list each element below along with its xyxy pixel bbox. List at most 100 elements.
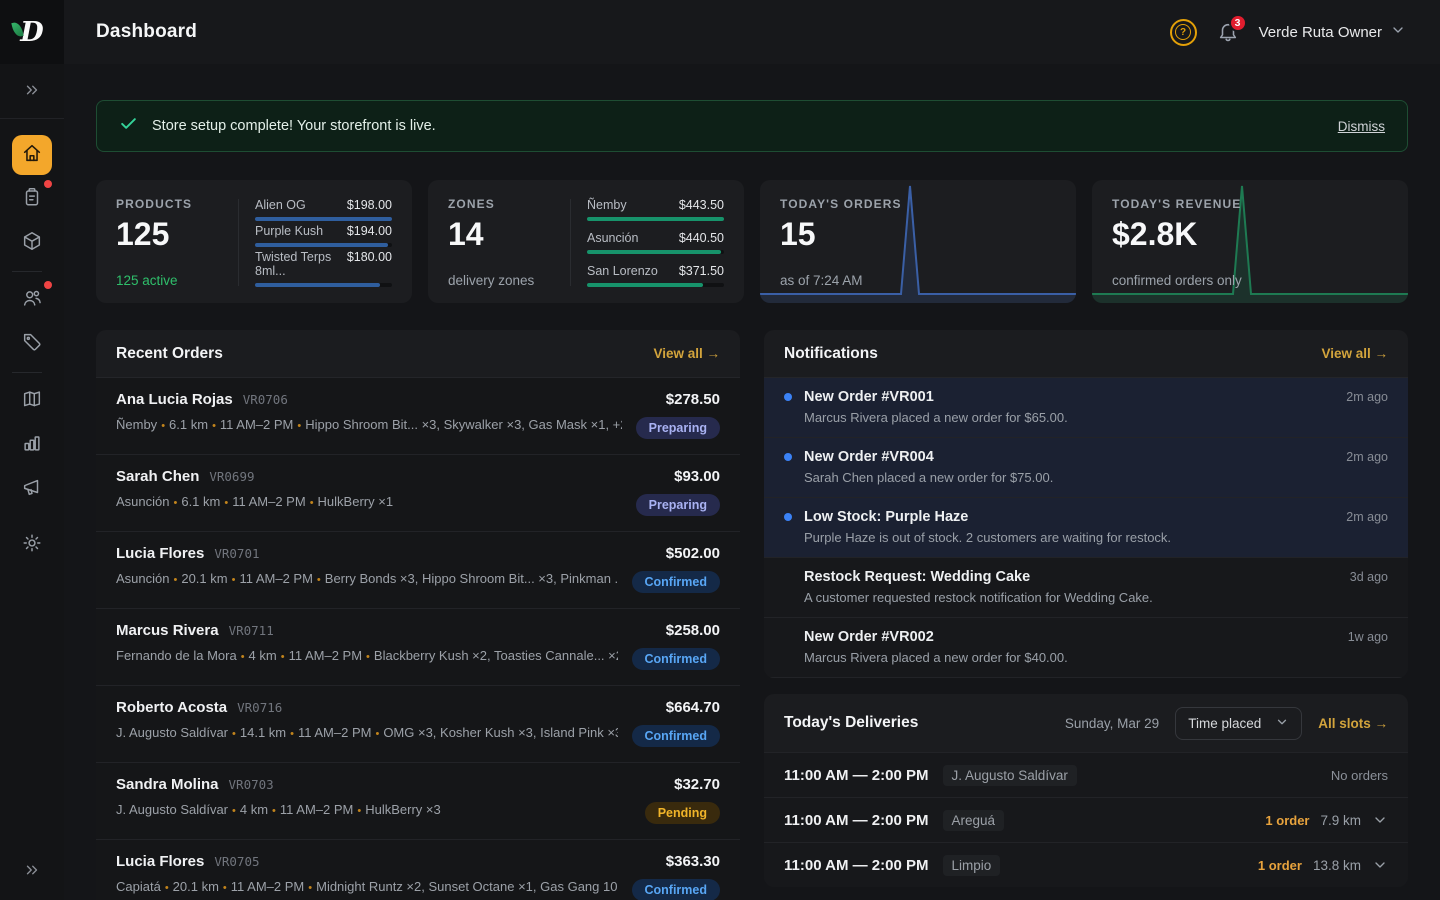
help-button[interactable]: ? bbox=[1169, 18, 1197, 46]
unread-dot bbox=[784, 513, 792, 521]
notification-row[interactable]: New Order #VR001 2m ago Marcus Rivera plac… bbox=[764, 378, 1408, 438]
order-id: VR0716 bbox=[237, 700, 283, 715]
chevron-down-icon bbox=[1390, 22, 1406, 43]
sidebar-group-divider bbox=[12, 271, 42, 272]
notification-title: New Order #VR001 bbox=[804, 389, 934, 405]
sidebar-item-zones[interactable] bbox=[12, 381, 52, 421]
notifications-header: Notifications View all → bbox=[764, 330, 1408, 378]
app-logo[interactable]: D bbox=[0, 0, 64, 64]
order-id: VR0706 bbox=[242, 392, 288, 407]
order-price: $32.70 bbox=[674, 776, 720, 793]
chevron-down-icon bbox=[1275, 715, 1289, 732]
status-badge: Confirmed bbox=[631, 879, 720, 900]
stat-label: PRODUCTS bbox=[116, 197, 193, 211]
bullet-separator: • bbox=[164, 882, 169, 894]
order-price: $664.70 bbox=[665, 699, 720, 716]
order-row[interactable]: Lucia Flores VR0701 Asunción • 20.1 km • 11 AM… bbox=[96, 532, 740, 609]
sidebar-item-analytics[interactable] bbox=[12, 425, 52, 465]
chevron-down-icon[interactable] bbox=[1372, 812, 1388, 828]
order-id: VR0711 bbox=[228, 623, 274, 638]
bullet-separator: • bbox=[173, 574, 178, 586]
sidebar-item-settings[interactable] bbox=[12, 525, 52, 565]
all-slots-link[interactable]: All slots → bbox=[1318, 715, 1388, 731]
sidebar-expand-button-bottom[interactable] bbox=[12, 852, 52, 892]
zone-name: San Lorenzo bbox=[587, 264, 658, 278]
order-id: VR0703 bbox=[228, 777, 274, 792]
customer-name: Ana Lucia Rojas bbox=[116, 391, 233, 408]
top-products-list: Alien OG $198.00 Purple Kush $194.00 Twisted… bbox=[255, 197, 392, 288]
panel-title: Today's Deliveries bbox=[784, 714, 919, 731]
unread-dot bbox=[784, 453, 792, 461]
stat-card-products[interactable]: PRODUCTS 125 125 active Alien OG $198.00 P… bbox=[96, 180, 412, 303]
zone-value: $440.50 bbox=[678, 231, 724, 245]
stat-list-item: Ñemby $443.50 bbox=[587, 198, 724, 221]
deliveries-list: 11:00 AM — 2:00 PM J. Augusto Saldívar No … bbox=[764, 752, 1408, 887]
delivery-distance: 13.8 km bbox=[1312, 857, 1361, 873]
order-row[interactable]: Ana Lucia Rojas VR0706 Ñemby • 6.1 km • 11 AM–… bbox=[96, 378, 740, 455]
chevron-down-icon[interactable] bbox=[1372, 857, 1388, 873]
unread-dot-badge bbox=[44, 281, 52, 289]
progress-bar-track bbox=[255, 243, 392, 247]
stat-card-zones[interactable]: ZONES 14 delivery zones Ñemby $443.50 Asun… bbox=[428, 180, 744, 303]
stat-card-todays-revenue[interactable]: TODAY'S REVENUE $2.8K confirmed orders o… bbox=[1092, 180, 1408, 303]
notification-row[interactable]: New Order #VR002 1w ago Marcus Rivera plac… bbox=[764, 618, 1408, 678]
zone-value: $371.50 bbox=[678, 264, 724, 278]
notification-description: Sarah Chen placed a new order for $75.00… bbox=[804, 470, 1054, 485]
bullet-separator: • bbox=[357, 805, 362, 817]
map-icon bbox=[21, 388, 43, 415]
notification-row[interactable]: New Order #VR004 2m ago Sarah Chen placed … bbox=[764, 438, 1408, 498]
sidebar-item-promotions[interactable] bbox=[12, 324, 52, 364]
notifications-view-all-link[interactable]: View all → bbox=[1321, 346, 1388, 361]
unread-dot-badge bbox=[44, 180, 52, 188]
bullet-separator: • bbox=[240, 651, 245, 663]
notifications-bell-button[interactable]: 3 bbox=[1217, 14, 1247, 43]
progress-bar-track bbox=[255, 283, 392, 287]
check-icon bbox=[119, 114, 138, 138]
sidebar-item-customers[interactable] bbox=[12, 280, 52, 320]
stat-label: TODAY'S REVENUE bbox=[1112, 197, 1242, 211]
sidebar bbox=[0, 64, 64, 900]
product-name: Alien OG bbox=[255, 198, 306, 212]
delivery-slot-row[interactable]: 11:00 AM — 2:00 PM Limpio 1 order 13.8 km bbox=[764, 842, 1408, 887]
order-row[interactable]: Sarah Chen VR0699 Asunción • 6.1 km • 11 AM–2 … bbox=[96, 455, 740, 532]
progress-bar-track bbox=[587, 250, 724, 254]
bullet-separator: • bbox=[161, 420, 166, 432]
progress-bar-fill bbox=[587, 283, 704, 287]
user-menu[interactable]: Verde Ruta Owner bbox=[1259, 22, 1406, 43]
sidebar-item-products[interactable] bbox=[12, 223, 52, 263]
banner-dismiss-link[interactable]: Dismiss bbox=[1337, 118, 1385, 134]
notification-time: 2m ago bbox=[1346, 450, 1388, 464]
order-items: HulkBerry ×3 bbox=[365, 802, 441, 817]
delivery-order-count: 1 order bbox=[1265, 812, 1310, 828]
order-id: VR0699 bbox=[209, 469, 255, 484]
delivery-slot-row[interactable]: 11:00 AM — 2:00 PM Areguá 1 order 7.9 km bbox=[764, 797, 1408, 842]
status-badge: Pending bbox=[644, 802, 720, 824]
bullet-separator: • bbox=[231, 574, 236, 586]
order-price: $278.50 bbox=[665, 391, 720, 408]
product-name: Purple Kush bbox=[255, 224, 324, 238]
delivery-order-count: No orders bbox=[1330, 767, 1388, 783]
sidebar-item-dashboard[interactable] bbox=[12, 135, 52, 175]
notification-row[interactable]: Restock Request: Wedding Cake 3d ago A cus… bbox=[764, 558, 1408, 618]
stat-label: ZONES bbox=[448, 197, 495, 211]
order-meta: J. Augusto Saldívar • 14.1 km • 11 AM–2 PM • O… bbox=[116, 725, 618, 740]
sidebar-item-marketing[interactable] bbox=[12, 469, 52, 509]
todays-deliveries-panel: Today's Deliveries Sunday, Mar 29 Time p… bbox=[764, 694, 1408, 887]
bullet-separator: • bbox=[375, 728, 380, 740]
sidebar-expand-button[interactable] bbox=[12, 72, 52, 112]
bar-chart-icon bbox=[21, 432, 43, 459]
delivery-zone-chip: J. Augusto Saldívar bbox=[942, 764, 1077, 786]
order-row[interactable]: Marcus Rivera VR0711 Fernando de la Mora • 4… bbox=[96, 609, 740, 686]
order-row[interactable]: Roberto Acosta VR0716 J. Augusto Saldívar •… bbox=[96, 686, 740, 763]
order-row[interactable]: Sandra Molina VR0703 J. Augusto Saldívar • 4… bbox=[96, 763, 740, 840]
notification-row[interactable]: Low Stock: Purple Haze 2m ago Purple Haze … bbox=[764, 498, 1408, 558]
top-zones-list: Ñemby $443.50 Asunción $440.50 San Lorenzo $3… bbox=[587, 197, 724, 288]
delivery-slot-row[interactable]: 11:00 AM — 2:00 PM J. Augusto Saldívar No … bbox=[764, 752, 1408, 797]
sidebar-item-orders[interactable] bbox=[12, 179, 52, 219]
order-row[interactable]: Lucia Flores VR0705 Capiatá • 20.1 km • 11 AM–… bbox=[96, 840, 740, 900]
notification-time: 2m ago bbox=[1346, 390, 1388, 404]
stat-card-todays-orders[interactable]: TODAY'S ORDERS 15 as of 7:24 AM bbox=[760, 180, 1076, 303]
orders-view-all-link[interactable]: View all → bbox=[653, 346, 720, 361]
sort-dropdown[interactable]: Time placed bbox=[1175, 706, 1303, 740]
order-price: $258.00 bbox=[665, 622, 720, 639]
